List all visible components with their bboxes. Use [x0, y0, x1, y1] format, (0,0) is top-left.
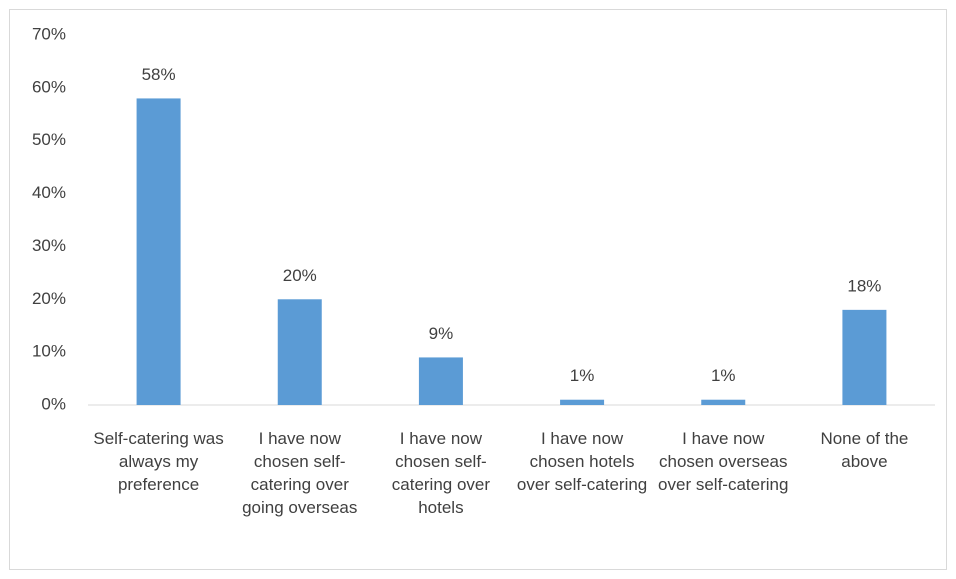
- y-tick-label: 0%: [41, 394, 66, 413]
- bar: [277, 299, 322, 405]
- y-tick-label: 40%: [32, 183, 66, 202]
- bar: [701, 399, 746, 405]
- y-tick-label: 30%: [32, 236, 66, 255]
- value-label: 20%: [283, 266, 317, 285]
- bar: [136, 98, 181, 405]
- x-tick-label: I have now chosen self-catering over hot…: [391, 429, 491, 517]
- x-tick-label: I have now chosen hotels over self-cater…: [516, 429, 648, 494]
- y-tick-label: 20%: [32, 289, 66, 308]
- y-tick-label: 60%: [32, 77, 66, 96]
- value-label: 1%: [711, 366, 736, 385]
- value-label: 9%: [429, 324, 454, 343]
- value-label: 18%: [847, 276, 881, 295]
- x-tick-label: Self-catering was always my preference: [93, 429, 224, 494]
- bar: [842, 309, 887, 405]
- bar: [418, 357, 463, 405]
- value-label: 1%: [570, 366, 595, 385]
- x-tick-label: I have now chosen self-catering over goi…: [242, 429, 358, 517]
- y-tick-label: 70%: [32, 24, 66, 43]
- bar: [560, 399, 605, 405]
- y-tick-label: 50%: [32, 130, 66, 149]
- value-label: 58%: [142, 65, 176, 84]
- x-tick-label: I have now chosen overseas over self-cat…: [658, 429, 789, 494]
- x-tick-label: None of the above: [820, 429, 909, 471]
- y-tick-label: 10%: [32, 342, 66, 361]
